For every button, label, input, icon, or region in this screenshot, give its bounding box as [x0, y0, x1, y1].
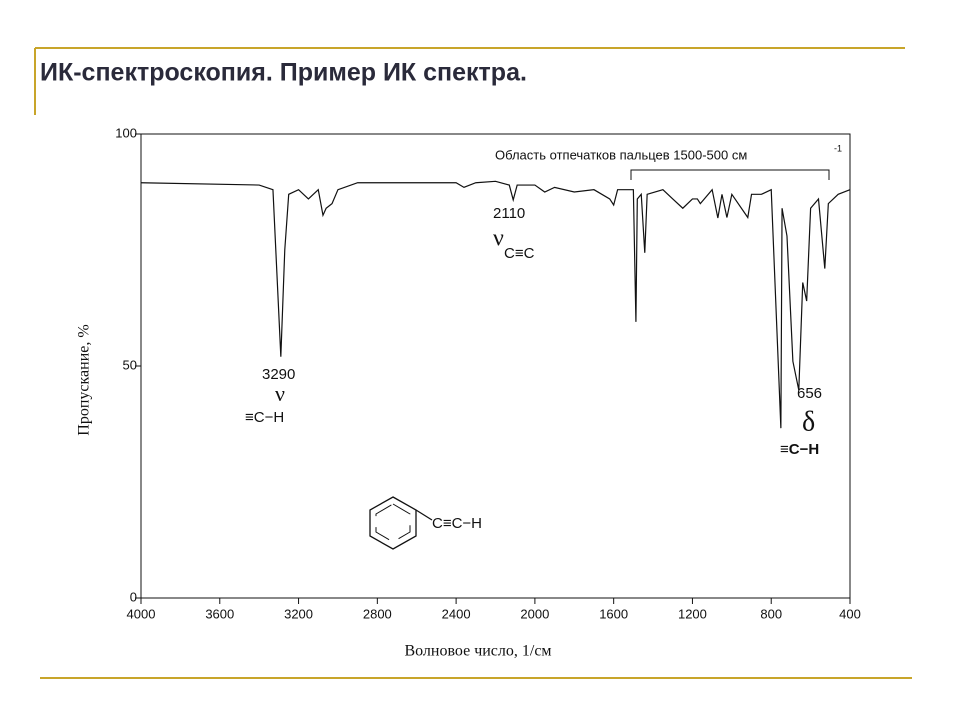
x-tick-label: 1200 — [678, 606, 707, 621]
benzene-inner — [375, 503, 411, 543]
x-tick-label: 2400 — [442, 606, 471, 621]
annotation: -1 — [834, 143, 842, 153]
x-tick-label: 400 — [839, 606, 861, 621]
x-axis-label: Волновое число, 1/см — [404, 643, 551, 660]
x-tick-label: 2000 — [520, 606, 549, 621]
x-tick-label: 800 — [760, 606, 782, 621]
annotation: ≡C−H — [780, 441, 819, 458]
annotation: δ — [802, 406, 815, 437]
slide-title: ИК-спектроскопия. Пример ИК спектра. — [40, 59, 527, 87]
x-tick-label: 1600 — [599, 606, 628, 621]
y-tick-label: 0 — [130, 589, 137, 604]
annotation: Область отпечатков пальцев 1500-500 см — [495, 147, 747, 162]
x-tick-label: 4000 — [127, 606, 156, 621]
annotations: 3290 ν ≡C−H 2110 ν C≡C Область отпечатко… — [245, 143, 842, 532]
annotation: ν — [275, 381, 285, 406]
x-tick-label: 3200 — [284, 606, 313, 621]
y-axis-label: Пропускание, % — [76, 324, 93, 435]
annotation: C≡C — [504, 245, 535, 262]
bond — [415, 509, 433, 521]
x-tick-label: 3600 — [205, 606, 234, 621]
annotation: 2110 — [493, 205, 525, 222]
y-tick-label: 50 — [123, 357, 137, 372]
benzene-ring — [369, 496, 417, 550]
annotation: C≡C−H — [432, 515, 482, 532]
plot-frame — [140, 133, 851, 599]
x-tick-label: 2800 — [363, 606, 392, 621]
y-tick-label: 100 — [115, 125, 137, 140]
annotation: 3290 — [262, 366, 295, 383]
fingerprint-bracket — [630, 169, 830, 180]
annotation: 656 — [797, 385, 822, 402]
annotation: ν — [493, 226, 504, 252]
annotation: ≡C−H — [245, 409, 284, 426]
spectrum-line — [140, 180, 851, 429]
